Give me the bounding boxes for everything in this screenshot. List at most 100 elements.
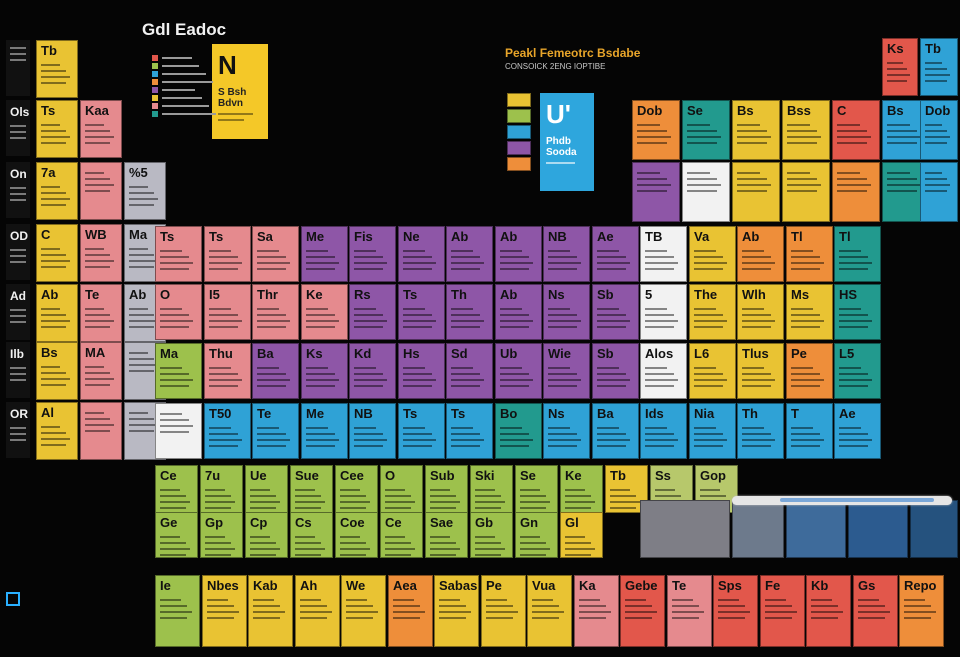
grid-element-cell[interactable]: The	[689, 284, 736, 340]
grid-element-cell[interactable]: L5	[834, 343, 881, 399]
grid-element-cell[interactable]: Alos	[640, 343, 687, 399]
grid-element-cell[interactable]: Ns	[543, 284, 590, 340]
grid-element-cell[interactable]: Sd	[446, 343, 493, 399]
lower-element-cell[interactable]: Coe	[335, 512, 378, 558]
grid-element-cell[interactable]: TB	[640, 226, 687, 282]
grid-element-cell[interactable]: Ab	[446, 226, 493, 282]
bottom-element-cell[interactable]: Pe	[481, 575, 526, 647]
left-element-cell[interactable]: 7a	[36, 162, 78, 220]
lower-element-cell[interactable]: Gp	[200, 512, 243, 558]
grid-element-cell[interactable]: Ma	[155, 343, 202, 399]
grid-element-cell[interactable]: Ae	[834, 403, 881, 459]
lower-element-cell[interactable]: Cp	[245, 512, 288, 558]
top-right-cell[interactable]: Bs	[732, 100, 780, 160]
grid-element-cell[interactable]: Rs	[349, 284, 396, 340]
left-element-cell[interactable]: WB	[80, 224, 122, 282]
category-chip[interactable]	[507, 109, 531, 123]
bottom-element-cell[interactable]: Aea	[388, 575, 433, 647]
lower-element-cell[interactable]: Ce	[380, 512, 423, 558]
bottom-element-cell[interactable]: Te	[667, 575, 712, 647]
lower-element-cell[interactable]: Sue	[290, 465, 333, 513]
lower-element-cell[interactable]: Ge	[155, 512, 198, 558]
grid-element-cell[interactable]: NB	[349, 403, 396, 459]
top-right-cell[interactable]: Dob	[632, 100, 680, 160]
grid-element-cell[interactable]: 5	[640, 284, 687, 340]
top-right-cell[interactable]	[682, 162, 730, 222]
bottom-element-cell[interactable]: Sabas	[434, 575, 479, 647]
bottom-element-cell[interactable]: Fe	[760, 575, 805, 647]
bottom-element-cell[interactable]: Kb	[806, 575, 851, 647]
grid-element-cell[interactable]: Ts	[398, 403, 445, 459]
grid-element-cell[interactable]: Fis	[349, 226, 396, 282]
grid-element-cell[interactable]: Me	[301, 226, 348, 282]
grid-element-cell[interactable]: Va	[689, 226, 736, 282]
bottom-element-cell[interactable]: Ah	[295, 575, 340, 647]
grid-element-cell[interactable]: Ts	[204, 226, 251, 282]
top-right-cell[interactable]: Tb	[920, 38, 958, 96]
grid-element-cell[interactable]: Ne	[398, 226, 445, 282]
grid-element-cell[interactable]: Tl	[834, 226, 881, 282]
left-element-cell[interactable]: Bs	[36, 342, 78, 400]
top-right-cell[interactable]: Bss	[782, 100, 830, 160]
grid-element-cell[interactable]: Ids	[640, 403, 687, 459]
lower-element-cell[interactable]: O	[380, 465, 423, 513]
top-right-cell[interactable]	[632, 162, 680, 222]
grid-element-cell[interactable]: Hs	[398, 343, 445, 399]
lower-element-cell[interactable]: Cs	[290, 512, 333, 558]
left-element-cell[interactable]: Te	[80, 284, 122, 342]
grid-element-cell[interactable]: Ab	[495, 226, 542, 282]
top-right-cell[interactable]: C	[832, 100, 880, 160]
lower-element-cell[interactable]: Ue	[245, 465, 288, 513]
grid-element-cell[interactable]: Ba	[592, 403, 639, 459]
left-element-cell[interactable]: C	[36, 224, 78, 282]
corner-icon[interactable]	[6, 592, 20, 606]
top-right-cell[interactable]: Se	[682, 100, 730, 160]
grid-element-cell[interactable]: Ts	[398, 284, 445, 340]
grid-element-cell[interactable]: Ke	[301, 284, 348, 340]
lower-element-cell[interactable]: Tb	[605, 465, 648, 513]
lower-element-cell[interactable]: 7u	[200, 465, 243, 513]
grid-element-cell[interactable]: T50	[204, 403, 251, 459]
top-right-cell[interactable]: Dob	[920, 100, 958, 160]
grid-element-cell[interactable]: Ae	[592, 226, 639, 282]
grid-element-cell[interactable]: Ab	[495, 284, 542, 340]
left-element-cell[interactable]	[80, 162, 122, 220]
grid-element-cell[interactable]: Thu	[204, 343, 251, 399]
top-right-cell[interactable]	[732, 162, 780, 222]
lower-element-cell[interactable]: Gn	[515, 512, 558, 558]
grid-element-cell[interactable]: Tl	[786, 226, 833, 282]
featured-element-card-blue[interactable]: U' Phdb Sooda	[540, 93, 594, 191]
grid-element-cell[interactable]: Sb	[592, 343, 639, 399]
grid-element-cell[interactable]	[155, 403, 202, 459]
grid-element-cell[interactable]: Th	[737, 403, 784, 459]
bottom-element-cell[interactable]: We	[341, 575, 386, 647]
bottom-element-cell[interactable]: Sps	[713, 575, 758, 647]
bottom-element-cell[interactable]: Kab	[248, 575, 293, 647]
grid-element-cell[interactable]: O	[155, 284, 202, 340]
lower-element-cell[interactable]: Gl	[560, 512, 603, 558]
grid-element-cell[interactable]: Wlh	[737, 284, 784, 340]
grid-element-cell[interactable]: Ba	[252, 343, 299, 399]
left-element-cell[interactable]: Al	[36, 402, 78, 460]
grid-element-cell[interactable]: Me	[301, 403, 348, 459]
grid-element-cell[interactable]: Th	[446, 284, 493, 340]
bottom-element-cell[interactable]: Nbes	[202, 575, 247, 647]
lower-element-cell[interactable]: Sae	[425, 512, 468, 558]
grid-element-cell[interactable]: Sb	[592, 284, 639, 340]
slider[interactable]	[732, 496, 952, 505]
category-chip[interactable]	[507, 157, 531, 171]
grid-element-cell[interactable]: Ab	[737, 226, 784, 282]
lower-element-cell[interactable]: Sub	[425, 465, 468, 513]
grid-element-cell[interactable]: Kd	[349, 343, 396, 399]
lower-element-cell[interactable]: Cee	[335, 465, 378, 513]
grid-element-cell[interactable]: Ts	[155, 226, 202, 282]
lower-element-cell[interactable]: Ce	[155, 465, 198, 513]
top-right-cell[interactable]	[832, 162, 880, 222]
category-chip[interactable]	[507, 141, 531, 155]
lower-element-cell[interactable]: Ke	[560, 465, 603, 513]
bottom-element-cell[interactable]: Gebe	[620, 575, 665, 647]
left-element-cell[interactable]: Kaa	[80, 100, 122, 158]
top-right-cell[interactable]	[920, 162, 958, 222]
bottom-element-cell[interactable]: Vua	[527, 575, 572, 647]
left-element-cell[interactable]: Ts	[36, 100, 78, 158]
